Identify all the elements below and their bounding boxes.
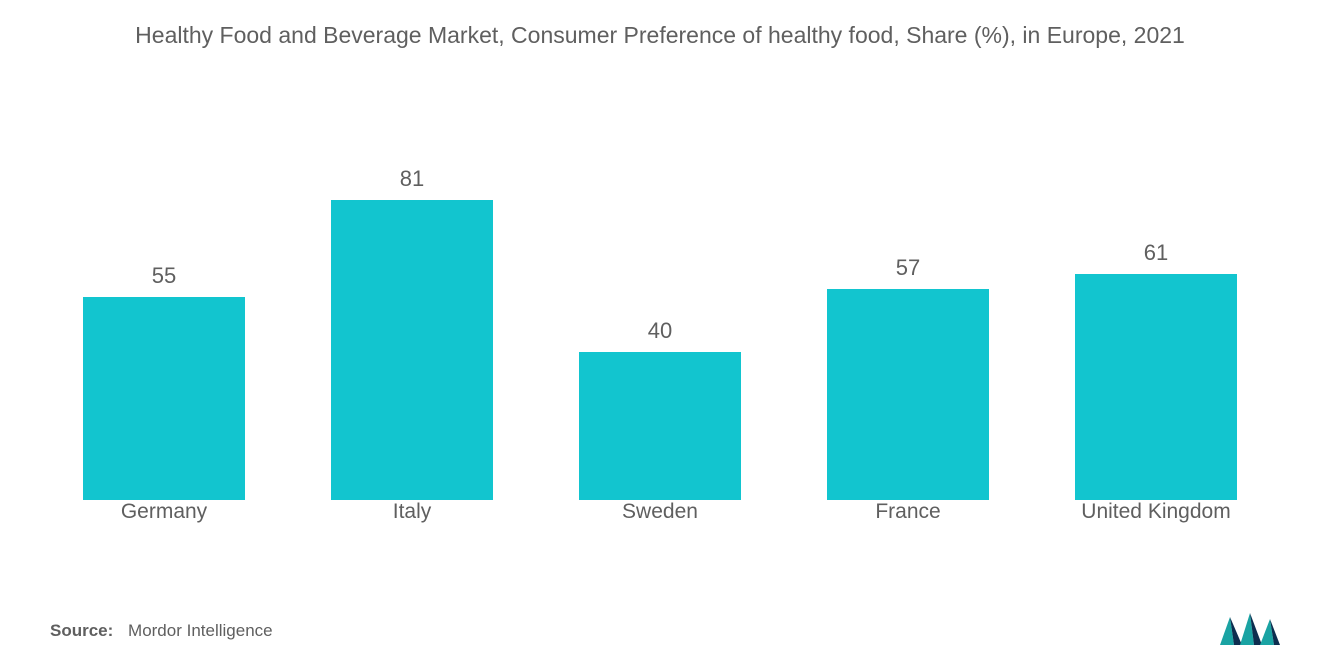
bar-slot: 55 bbox=[40, 263, 288, 501]
bar-slot: 61 bbox=[1032, 240, 1280, 500]
bar-value-label: 57 bbox=[896, 255, 920, 281]
x-axis-label: Germany bbox=[40, 500, 288, 524]
chart-container: Healthy Food and Beverage Market, Consum… bbox=[0, 0, 1320, 665]
logo-shard bbox=[1240, 613, 1254, 645]
source-value: Mordor Intelligence bbox=[128, 621, 273, 640]
bar-rect bbox=[1075, 274, 1237, 500]
bar-rect bbox=[83, 297, 245, 501]
x-axis-label: United Kingdom bbox=[1032, 500, 1280, 524]
bar-rect bbox=[331, 200, 493, 500]
bar-value-label: 61 bbox=[1144, 240, 1168, 266]
bar-slot: 81 bbox=[288, 166, 536, 500]
bar-slot: 57 bbox=[784, 255, 1032, 500]
logo-shard bbox=[1260, 619, 1274, 645]
bar-rect bbox=[827, 289, 989, 500]
x-axis-label: Sweden bbox=[536, 500, 784, 524]
bars-group: 55 81 40 57 61 bbox=[40, 130, 1280, 500]
plot-area: 55 81 40 57 61 Germany Italy Sw bbox=[40, 130, 1280, 530]
chart-title: Healthy Food and Beverage Market, Consum… bbox=[0, 0, 1320, 51]
x-axis-label: France bbox=[784, 500, 1032, 524]
source-attribution: Source: Mordor Intelligence bbox=[50, 621, 273, 641]
source-label: Source: bbox=[50, 621, 113, 640]
bar-slot: 40 bbox=[536, 318, 784, 500]
mordor-logo-icon bbox=[1220, 611, 1280, 647]
bar-rect bbox=[579, 352, 741, 500]
bar-value-label: 81 bbox=[400, 166, 424, 192]
bar-value-label: 55 bbox=[152, 263, 176, 289]
logo-shard bbox=[1220, 617, 1234, 645]
x-axis-label: Italy bbox=[288, 500, 536, 524]
bar-value-label: 40 bbox=[648, 318, 672, 344]
x-axis-labels: Germany Italy Sweden France United Kingd… bbox=[40, 500, 1280, 530]
